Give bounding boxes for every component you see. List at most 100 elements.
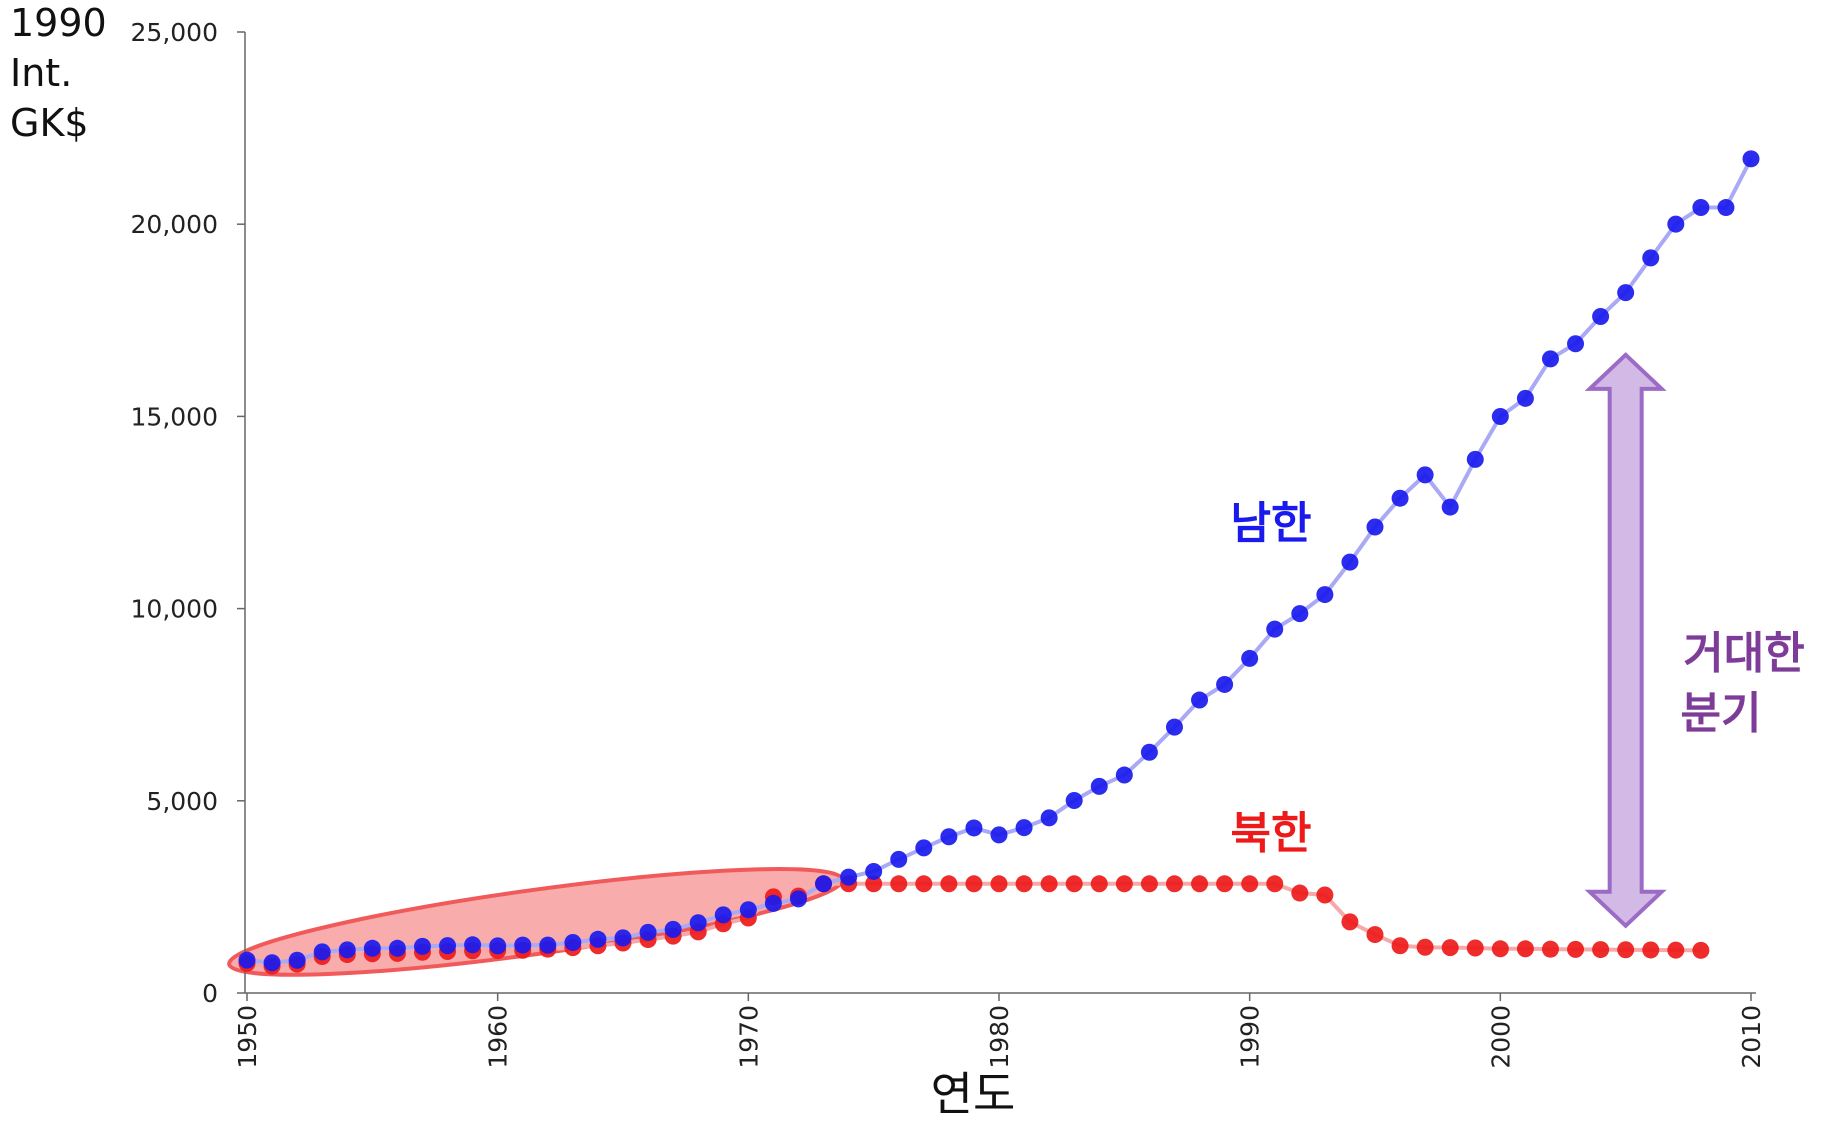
series-0-point [388,939,406,957]
series-0-point [439,937,457,955]
series-1-point [1266,875,1284,893]
series-0-point [1191,691,1209,709]
series-0-point [1140,743,1158,761]
series-0-point [1115,766,1133,784]
series-0-point [815,875,833,893]
series-0-point [714,906,732,924]
series-1-point [1341,913,1359,931]
north-korea-label: 북한 [1231,808,1312,859]
series-1-point [1541,940,1559,958]
series-0-point [564,933,582,951]
series-1-point [1165,875,1183,893]
x-tick-label: 1950 [233,1005,262,1069]
series-1-point [1366,926,1384,944]
series-0-point [1692,199,1710,217]
divergence-label-line-1: 거대한 [1683,628,1804,679]
y-tick-label: 15,000 [131,402,218,431]
series-1-point [1441,939,1459,957]
series-0-point [1266,620,1284,638]
series-1-point [1416,938,1434,956]
y-tick-label: 25,000 [131,18,218,47]
series-0-point [1241,649,1259,667]
series-0-point [1516,389,1534,407]
series-1-point [1316,886,1334,904]
series-0-point [1040,809,1058,827]
series-0-point [1617,284,1635,302]
series-1-point [940,875,958,893]
series-0-point [764,894,782,912]
y-axis-ticks: 0 5,000 10,000 15,000 20,000 25,000 [131,18,245,1008]
series-0-point [1567,335,1585,353]
y-tick-label: 5,000 [146,787,218,816]
divergence-arrow-shape [1584,352,1667,929]
y-tick-label: 10,000 [131,595,218,624]
series-0-point [1316,586,1334,604]
series-0-point [338,941,356,959]
series-0-point [789,890,807,908]
series-0-point [614,929,632,947]
y-axis-unit-line-2: Int. [10,51,72,95]
series-1-point [1466,939,1484,957]
series-1-point [1216,875,1234,893]
series-1-point [1115,875,1133,893]
series-0-point [1541,350,1559,368]
series-0-point [840,868,858,886]
series-0-point [514,936,532,954]
series-1-point [1291,884,1309,902]
series-1-point [1516,940,1534,958]
series-1-point [965,875,983,893]
series-0-point [1667,215,1685,233]
south-korea-label: 남한 [1231,498,1312,549]
x-axis-ticks: 1950 1960 1970 1980 1990 2000 2010 [233,993,1766,1069]
series-1-point [1040,875,1058,893]
divergence-arrow [1584,352,1667,929]
series-1-point [1015,875,1033,893]
series-0-point [1491,407,1509,425]
series-0-point [1090,777,1108,795]
series-0-point [1291,605,1309,623]
series-1-point [1642,941,1660,959]
series-1-point [990,875,1008,893]
y-axis-unit-line-1: 1990 [10,1,107,45]
series-0-point [288,951,306,969]
series-layer [238,150,1760,975]
series-1-point [865,875,883,893]
series-1-point [1391,937,1409,955]
series-0-point [1165,718,1183,736]
series-0-point [1642,249,1660,267]
series-1-point [1617,941,1635,959]
y-tick-label: 0 [202,979,218,1008]
series-0-point [363,939,381,957]
series-1-point [1592,941,1610,959]
series-0-point [1592,308,1610,326]
series-1-point [1065,875,1083,893]
series-0-point [263,954,281,972]
series-0-point [539,936,557,954]
series-0-point [1015,819,1033,837]
series-1-point [1692,941,1710,959]
series-0-point [890,850,908,868]
series-1-point [1090,875,1108,893]
series-1-point [1241,875,1259,893]
series-0-point [1742,150,1760,168]
series-1-point [915,875,933,893]
series-1-point [1491,940,1509,958]
series-0-point [1466,450,1484,468]
series-0-point [313,943,331,961]
x-tick-label: 2010 [1737,1005,1766,1069]
series-0-point [1216,675,1234,693]
series-0-point [464,936,482,954]
x-tick-label: 1970 [734,1005,763,1069]
series-0-point [1065,792,1083,810]
series-0-point [1441,498,1459,516]
series-0-point [739,901,757,919]
series-0-point [489,937,507,955]
series-0-point [238,951,256,969]
series-1-point [1191,875,1209,893]
series-1-point [1140,875,1158,893]
series-0-point [1416,466,1434,484]
x-axis-title: 연도 [931,1067,1016,1121]
series-0-point [413,937,431,955]
series-0-point [990,826,1008,844]
